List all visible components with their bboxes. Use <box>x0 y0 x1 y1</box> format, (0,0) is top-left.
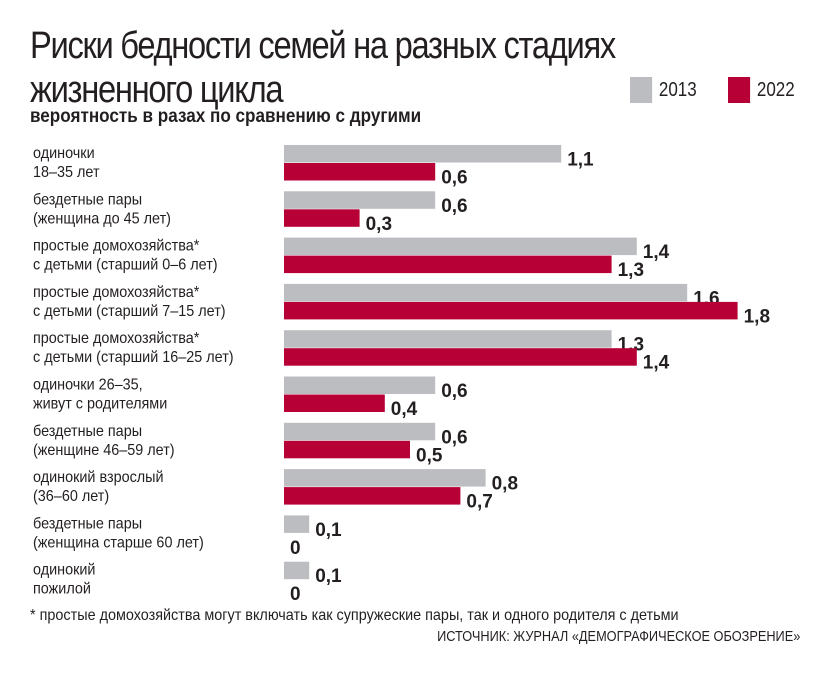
data-label-2013: 0,6 <box>441 427 467 448</box>
category-label: (женщина старше 60 лет) <box>33 534 204 552</box>
category-label: бездетные пары <box>33 422 142 440</box>
data-label-2022: 0,5 <box>416 445 443 466</box>
category-label: одинокий взрослый <box>33 468 164 486</box>
legend-swatch <box>728 77 751 103</box>
bar-2013 <box>284 330 612 348</box>
data-label-2022: 0,6 <box>441 168 467 189</box>
chart-title-line: жизненного цикла <box>30 69 284 111</box>
category-label: живут с родителями <box>33 395 167 413</box>
category-label: (женщине 46–59 лет) <box>33 441 175 459</box>
bar-2013 <box>284 191 436 209</box>
category-label: одиночки <box>33 144 95 162</box>
legend-label: 2022 <box>756 78 795 101</box>
bar-2013 <box>284 515 310 533</box>
category-label: простые домохозяйства* <box>33 283 199 301</box>
legend-item-2013: 2013 <box>630 77 697 103</box>
source: ИСТОЧНИК: ЖУРНАЛ «ДЕМОГРАФИЧЕСКОЕ ОБОЗРЕ… <box>436 628 800 645</box>
category-label: бездетные пары <box>33 515 142 533</box>
legend-item-2022: 2022 <box>728 77 795 103</box>
data-label-2022: 0 <box>290 584 301 605</box>
bar-2022 <box>284 209 360 227</box>
bar-2022 <box>284 487 461 505</box>
chart-subtitle: вероятность в разах по сравнению с други… <box>30 106 422 127</box>
data-label-2022: 0,4 <box>391 399 418 420</box>
category-label: одиночки 26–35, <box>33 376 143 394</box>
footnote: * простые домохозяйства могут включать к… <box>30 607 679 624</box>
data-label-2013: 0,6 <box>441 196 467 217</box>
data-label-2013: 0,8 <box>492 474 518 495</box>
data-label-2013: 1,4 <box>643 242 670 263</box>
legend-swatch <box>630 77 653 103</box>
bar-2013 <box>284 561 310 580</box>
bar-2022 <box>284 301 738 320</box>
bar-2022 <box>284 348 637 366</box>
chart-title-line: Риски бедности семей на разных стадиях <box>30 25 616 67</box>
bar-2013 <box>284 283 688 302</box>
category-label: пожилой <box>33 580 91 598</box>
category-label: простые домохозяйства* <box>33 237 199 255</box>
category-label: с детьми (старший 16–25 лет) <box>33 349 234 367</box>
data-label-2013: 0,1 <box>315 520 342 541</box>
data-label-2013: 1,1 <box>567 150 594 171</box>
category-label: с детьми (старший 0–6 лет) <box>33 256 218 274</box>
data-label-2013: 0,1 <box>315 566 342 587</box>
bar-2013 <box>284 237 637 256</box>
bar-2022 <box>284 394 385 412</box>
category-label: бездетные пары <box>33 191 142 209</box>
chart-title: Риски бедности семей на разных стадиях ж… <box>30 24 616 112</box>
data-label-2013: 0,6 <box>441 381 467 402</box>
bar-2022 <box>284 163 436 181</box>
category-label: с детьми (старший 7–15 лет) <box>33 302 226 320</box>
data-label-2022: 0 <box>290 538 301 559</box>
bar-2013 <box>284 145 562 163</box>
category-label: (36–60 лет) <box>33 487 109 505</box>
data-label-2022: 1,3 <box>618 260 644 281</box>
category-label: (женщина до 45 лет) <box>33 210 171 228</box>
bar-2013 <box>284 469 486 487</box>
bar-2022 <box>284 255 612 274</box>
data-label-2022: 1,8 <box>744 306 770 327</box>
data-label-2022: 0,7 <box>466 492 492 513</box>
legend-label: 2013 <box>658 78 697 101</box>
bar-2022 <box>284 440 410 459</box>
category-label: 18–35 лет <box>33 163 100 181</box>
data-label-2022: 0,3 <box>366 214 392 235</box>
category-label: одинокий <box>33 561 95 579</box>
bar-2013 <box>284 376 436 394</box>
bar-2013 <box>284 422 436 441</box>
category-label: простые домохозяйства* <box>33 330 199 348</box>
data-label-2022: 1,4 <box>643 353 670 374</box>
